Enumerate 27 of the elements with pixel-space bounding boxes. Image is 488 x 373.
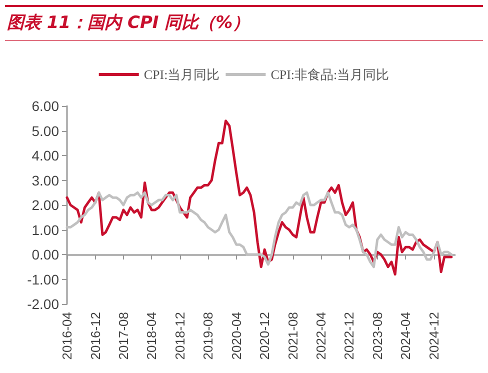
legend-label: CPI:当月同比 bbox=[144, 67, 220, 82]
y-tick-label: 3.00 bbox=[32, 172, 60, 188]
y-tick-label: 5.00 bbox=[32, 122, 60, 139]
x-tick-label: 2017-08 bbox=[116, 312, 131, 360]
y-tick-label: -1.00 bbox=[27, 271, 60, 288]
x-tick-label: 2019-08 bbox=[200, 312, 216, 360]
y-tick-label: 6.00 bbox=[32, 98, 60, 114]
y-tick-label: 1.00 bbox=[32, 222, 60, 238]
chart-title: 图表 11：国内 CPI 同比（%） bbox=[5, 5, 483, 41]
x-tick-label: 2024-12 bbox=[426, 312, 442, 360]
x-tick-label: 2023-08 bbox=[370, 312, 385, 360]
line-series bbox=[66, 191, 453, 268]
x-tick-label: 2021-08 bbox=[285, 312, 300, 360]
y-tick-label: 4.00 bbox=[32, 148, 60, 164]
x-tick-label: 2020-12 bbox=[257, 312, 272, 360]
x-tick-label: 2024-04 bbox=[398, 312, 414, 360]
x-tick-label: 2016-12 bbox=[88, 312, 103, 360]
y-tick-label: 2.00 bbox=[32, 197, 60, 213]
x-tick-label: 2022-04 bbox=[313, 312, 328, 360]
x-tick-label: 2022-12 bbox=[342, 312, 357, 360]
legend-label: CPI:非食品:当月同比 bbox=[270, 67, 390, 82]
x-tick-label: 2020-04 bbox=[228, 312, 244, 360]
x-tick-label: 2018-04 bbox=[144, 312, 160, 360]
x-tick-label: 2018-12 bbox=[172, 312, 188, 360]
y-tick-label: 0.00 bbox=[32, 246, 60, 262]
y-tick-label: -2.00 bbox=[27, 296, 60, 312]
x-tick-label: 2016-04 bbox=[60, 312, 74, 360]
